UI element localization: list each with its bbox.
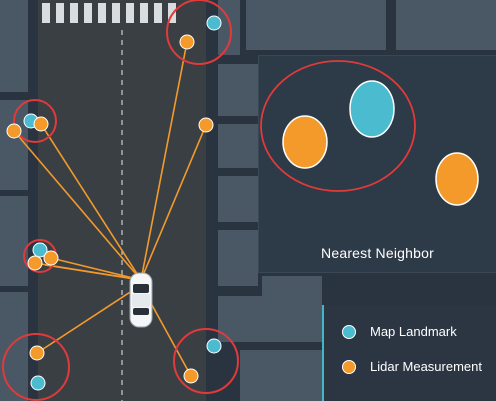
inset-landmark <box>349 80 395 138</box>
teal-dot-icon <box>342 324 356 339</box>
orange-dot-icon <box>342 359 356 374</box>
search-radius-circle <box>260 60 416 192</box>
inset-caption: Nearest Neighbor <box>321 245 434 261</box>
map-landmarks <box>23 15 222 391</box>
crosswalk <box>42 3 176 23</box>
car-icon <box>129 272 153 328</box>
legend-item-measurement: Lidar Measurement <box>342 359 482 374</box>
legend-label-landmark: Map Landmark <box>370 324 457 339</box>
legend-item-landmark: Map Landmark <box>342 324 457 339</box>
legend: Map Landmark Lidar Measurement <box>322 305 496 401</box>
inset-diagram <box>260 60 479 206</box>
inset-measurement-near <box>282 115 328 169</box>
legend-label-measurement: Lidar Measurement <box>370 359 482 374</box>
lidar-measurements <box>6 34 214 384</box>
inset-measurement-far <box>435 152 479 206</box>
gating-circles <box>2 0 239 401</box>
nearest-neighbor-inset: Nearest Neighbor <box>259 56 496 272</box>
